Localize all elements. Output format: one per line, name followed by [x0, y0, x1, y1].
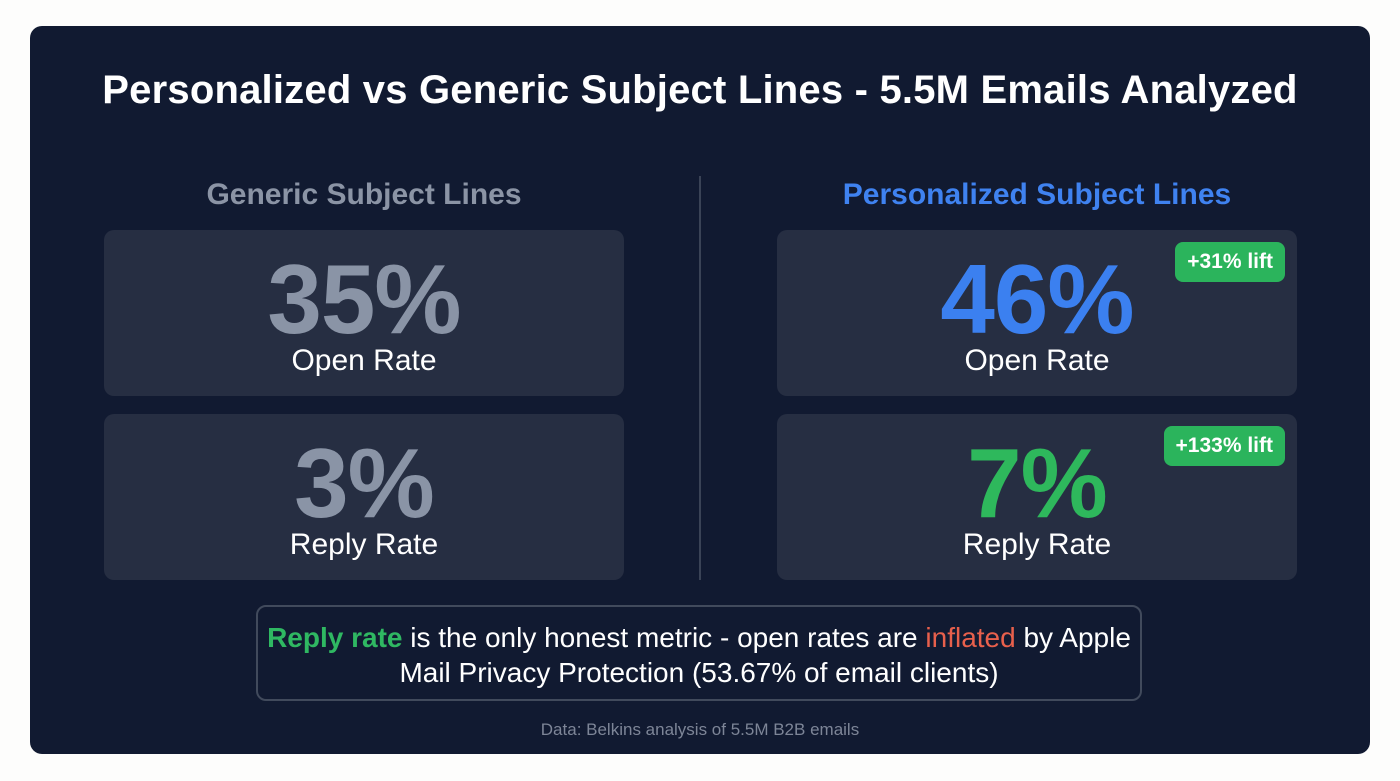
stat-value: 35% — [267, 244, 461, 354]
note-text-2: by Apple Mail Privacy Protection (53.67%… — [399, 622, 1131, 688]
generic-reply-rate-card: 3% Reply Rate — [104, 414, 624, 580]
stat-label: Reply Rate — [962, 528, 1112, 561]
stat-label: Open Rate — [964, 344, 1110, 377]
highlight-reply-rate: Reply rate — [267, 622, 403, 653]
stat-label: Open Rate — [291, 344, 437, 377]
page-title: Personalized vs Generic Subject Lines - … — [102, 68, 1298, 112]
stat-value: 3% — [294, 428, 435, 538]
stat-label: Reply Rate — [289, 528, 439, 561]
highlight-inflated: inflated — [925, 622, 1016, 653]
column-divider — [699, 176, 701, 580]
lift-badge: +31% lift — [1175, 242, 1285, 282]
note-text-1: is the only honest metric - open rates a… — [402, 622, 926, 653]
personalized-reply-rate-card: +133% lift 7% Reply Rate — [777, 414, 1297, 580]
stat-value: 46% — [940, 244, 1134, 354]
generic-open-rate-card: 35% Open Rate — [104, 230, 624, 396]
generic-heading: Generic Subject Lines — [206, 178, 522, 211]
stat-value: 7% — [967, 428, 1108, 538]
lift-badge: +133% lift — [1163, 426, 1285, 466]
personalized-heading: Personalized Subject Lines — [842, 178, 1232, 211]
insight-callout: Reply rate is the only honest metric - o… — [256, 605, 1142, 701]
data-source: Data: Belkins analysis of 5.5M B2B email… — [540, 720, 860, 739]
personalized-open-rate-card: +31% lift 46% Open Rate — [777, 230, 1297, 396]
